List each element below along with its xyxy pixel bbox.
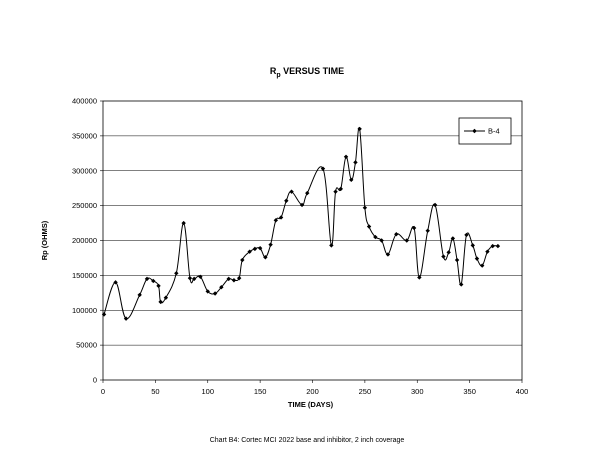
data-point (187, 275, 193, 281)
data-point (137, 292, 142, 298)
y-tick-label: 250000 (72, 201, 97, 210)
data-point (379, 238, 384, 243)
y-axis-title: Rp (OHMS) (40, 220, 49, 260)
data-point (459, 282, 464, 287)
y-tick-label: 0 (93, 376, 97, 385)
data-point (299, 202, 305, 208)
data-point (353, 160, 358, 165)
chart-title-main: R (269, 66, 277, 76)
data-point (278, 215, 284, 220)
data-point (417, 275, 422, 280)
data-point (343, 154, 349, 159)
data-point (236, 275, 242, 281)
data-point (268, 242, 273, 247)
y-tick-label: 100000 (72, 306, 97, 315)
y-tick-label: 400000 (72, 97, 97, 106)
data-point (411, 225, 417, 231)
series-line-B-4 (103, 127, 498, 320)
y-tick-label: 50000 (76, 341, 97, 350)
data-point (357, 126, 362, 132)
data-point (205, 289, 210, 294)
data-point (240, 257, 245, 263)
data-point (373, 234, 378, 240)
x-axis-title: TIME (DAYS) (288, 400, 334, 409)
legend-label: B-4 (488, 127, 500, 136)
legend-marker (472, 128, 477, 134)
data-point (338, 186, 343, 192)
data-point (198, 274, 203, 279)
x-tick-label: 50 (151, 387, 159, 396)
data-point (247, 249, 252, 254)
data-point (479, 263, 485, 268)
x-tick-label: 350 (463, 387, 476, 396)
x-tick-label: 0 (101, 387, 105, 396)
data-point (163, 295, 169, 300)
data-point (284, 198, 289, 203)
chart-title: Rp VERSUS TIME (0, 66, 614, 79)
data-point (349, 177, 354, 183)
x-tick-label: 150 (254, 387, 267, 396)
data-point (454, 257, 460, 263)
data-point (113, 280, 118, 285)
x-tick-label: 200 (306, 387, 319, 396)
data-point (263, 255, 268, 260)
x-tick-label: 300 (411, 387, 424, 396)
data-point (432, 202, 438, 208)
data-point (450, 236, 456, 241)
data-point (425, 228, 430, 233)
chart-title-subscript: p (276, 71, 281, 79)
data-point (320, 166, 326, 171)
data-point (219, 285, 224, 290)
data-point (490, 243, 495, 249)
data-point (191, 276, 197, 282)
y-tick-label: 200000 (72, 236, 97, 245)
data-point (257, 245, 263, 251)
data-point (446, 250, 451, 255)
data-point (174, 271, 179, 276)
data-point (394, 232, 399, 237)
y-tick-label: 350000 (72, 131, 97, 140)
data-point (333, 189, 338, 194)
data-point (485, 249, 490, 254)
data-point (226, 276, 231, 282)
data-point (144, 276, 150, 282)
data-point (231, 278, 237, 283)
data-point (329, 243, 334, 248)
data-point (474, 256, 480, 261)
data-point (212, 291, 218, 296)
data-point (366, 224, 372, 229)
data-point (273, 218, 279, 223)
data-point (404, 238, 409, 243)
y-tick-label: 150000 (72, 271, 97, 280)
data-point (385, 252, 391, 257)
data-point (158, 299, 163, 305)
data-point (470, 243, 475, 248)
y-tick-label: 300000 (72, 166, 97, 175)
data-point (181, 220, 186, 226)
x-tick-label: 400 (516, 387, 529, 396)
data-point (441, 254, 446, 259)
x-tick-label: 250 (359, 387, 372, 396)
x-tick-label: 100 (201, 387, 214, 396)
data-point (362, 205, 368, 210)
data-point (151, 278, 156, 284)
data-point (464, 232, 469, 238)
chart-caption: Chart B4: Cortec MCI 2022 base and inhib… (209, 437, 405, 444)
data-point (289, 189, 294, 194)
data-point (495, 243, 501, 249)
data-point (252, 246, 258, 252)
data-point (305, 190, 310, 196)
data-point (156, 283, 161, 289)
chart-title-rest: VERSUS TIME (280, 66, 345, 76)
data-point (123, 316, 129, 321)
data-point (101, 312, 107, 317)
